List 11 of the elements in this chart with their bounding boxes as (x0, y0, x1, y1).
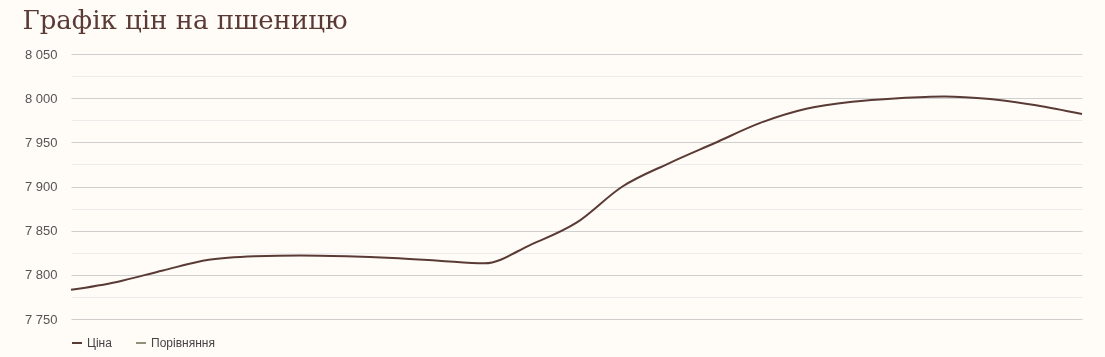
chart-title: Графік цін на пшеницю (22, 5, 348, 35)
line-series (70, 95, 1083, 291)
y-tick-label: 8 050 (24, 46, 58, 62)
y-tick-label: 8 000 (24, 90, 58, 106)
legend-label: Ціна (87, 336, 113, 350)
y-tick-label: 7 750 (24, 311, 58, 327)
y-tick-label: 7 800 (24, 267, 58, 283)
y-tick-label: 7 950 (24, 134, 58, 150)
y-tick-label: 7 850 (24, 223, 58, 239)
y-tick-label: 7 900 (24, 179, 58, 194)
legend-label: Порівняння (151, 336, 215, 350)
